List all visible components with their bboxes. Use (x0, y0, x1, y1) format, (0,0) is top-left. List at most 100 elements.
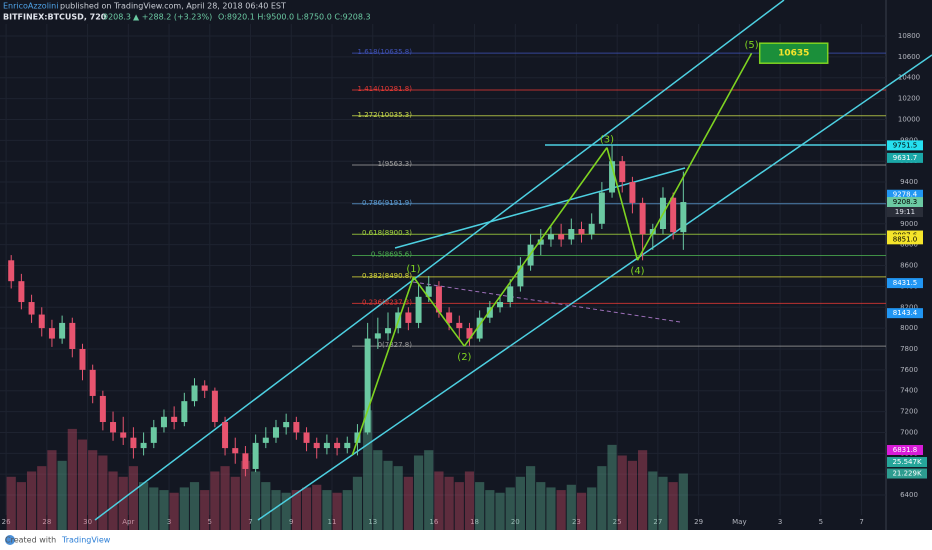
ohlc: O:8920.1 H:9500.0 L:8750.0 C:9208.3 (218, 13, 371, 22)
volume-bar (566, 484, 576, 530)
target-label: 10635 (778, 49, 809, 59)
volume-bar (495, 492, 505, 530)
candle-body (222, 422, 229, 449)
volume-bar (434, 471, 444, 530)
fib-label: 0.236(8237.3) (362, 298, 412, 306)
x-tick-label: 25 (613, 518, 622, 526)
volume-bar (139, 482, 149, 530)
volume-bar (149, 487, 159, 530)
candle-body (99, 395, 106, 423)
price-label: 9631.7 (893, 154, 918, 162)
y-tick-label: 9000 (900, 220, 918, 228)
volume-bar (485, 490, 495, 530)
price-label: 9278.4 (893, 191, 918, 199)
created-with: Created with (5, 536, 56, 545)
y-tick-label: 8200 (900, 303, 918, 311)
candle-body (507, 286, 514, 303)
volume-bar (108, 471, 118, 530)
y-tick-label: 10200 (898, 95, 920, 103)
volume-bar (37, 466, 47, 530)
fib-label: 1(9563.3) (378, 160, 413, 168)
volume-bar (88, 450, 98, 530)
volume-bar (464, 471, 475, 530)
volume-bar (179, 487, 189, 530)
volume-bar (444, 476, 454, 530)
candle-body (232, 448, 239, 454)
x-tick-label: 5 (819, 518, 823, 526)
x-tick-label: 26 (2, 518, 11, 526)
candle-body (130, 437, 137, 449)
fib-label: 0.5(8695.6) (371, 251, 412, 259)
fib-label: 0.786(9191.9) (362, 199, 412, 207)
candle-body (313, 442, 320, 449)
price-label-box (887, 197, 923, 208)
volume-bar (505, 487, 515, 530)
candle-body (191, 385, 198, 402)
x-tick-label: 27 (653, 518, 662, 526)
price-label-box (887, 189, 923, 200)
y-tick-label: 10000 (898, 115, 920, 123)
wave-label: (4) (630, 266, 644, 277)
x-tick-label: 28 (42, 518, 51, 526)
price-label: 9208.3 (893, 198, 918, 206)
wave-label: (2) (457, 352, 471, 363)
volume-bar (16, 482, 26, 530)
last-price: 9208.3 (103, 13, 131, 22)
volume-bar (47, 450, 57, 530)
candle-body (160, 416, 167, 428)
candle-body (334, 442, 341, 449)
volume-bar (363, 410, 373, 530)
x-tick-label: 7 (248, 518, 252, 526)
volume-bar (77, 439, 88, 530)
volume-bar (291, 490, 301, 530)
candle-body (293, 422, 300, 433)
candle-body (344, 442, 351, 449)
price-label: 6831.8 (893, 446, 918, 454)
volume-bar (475, 482, 485, 530)
brand[interactable]: TradingView (61, 536, 111, 545)
volume-bar (668, 482, 678, 530)
published: published on TradingView.com, April 28, … (60, 2, 286, 11)
price-label: 8143.4 (893, 309, 918, 317)
candle-body (38, 314, 45, 329)
volume-bar (210, 471, 220, 530)
candle-body (629, 182, 636, 203)
volume-bar (373, 450, 383, 530)
candle-body (609, 161, 616, 193)
volume-bar (383, 460, 393, 530)
volume-bar (342, 490, 352, 530)
x-tick-label: 3 (167, 518, 171, 526)
candle-body (140, 442, 147, 449)
price-label: 9751.5 (893, 141, 918, 149)
volume-bar (617, 455, 627, 530)
candle-body (283, 422, 290, 428)
wave-label: (3) (600, 135, 614, 146)
volume-bar (352, 476, 363, 530)
candle-body (588, 223, 595, 235)
candle-body (28, 302, 35, 315)
candle-body (466, 328, 473, 339)
wave-line (606, 147, 639, 261)
fib-label: 1.272(10035.3) (358, 111, 413, 119)
countdown: 19:11 (895, 208, 915, 216)
volume-bar (6, 476, 16, 530)
candle-body (670, 197, 677, 233)
volume-bar (159, 490, 169, 530)
volume-label-box (887, 457, 927, 468)
volume-bar (393, 466, 403, 530)
wave-line (351, 276, 415, 456)
y-tick-label: 7600 (900, 366, 918, 374)
volume-bar (597, 466, 607, 530)
y-tick-label: 9800 (900, 136, 918, 144)
channel-line (257, 54, 932, 521)
x-tick-label: 16 (429, 518, 438, 526)
candle-body (578, 229, 585, 235)
x-tick-label: 7 (859, 518, 863, 526)
candle-body (374, 333, 381, 339)
volume-bar (271, 490, 281, 530)
price-label-box (887, 234, 923, 245)
y-tick-label: 7000 (900, 428, 918, 436)
candle-body (303, 432, 310, 443)
candle-body (446, 312, 453, 323)
x-tick-label: 11 (328, 518, 337, 526)
